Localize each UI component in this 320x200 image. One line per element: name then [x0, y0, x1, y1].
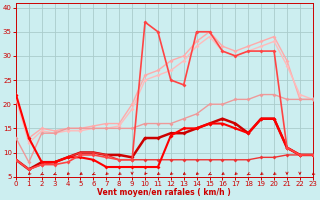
X-axis label: Vent moyen/en rafales ( km/h ): Vent moyen/en rafales ( km/h ) [98, 188, 231, 197]
